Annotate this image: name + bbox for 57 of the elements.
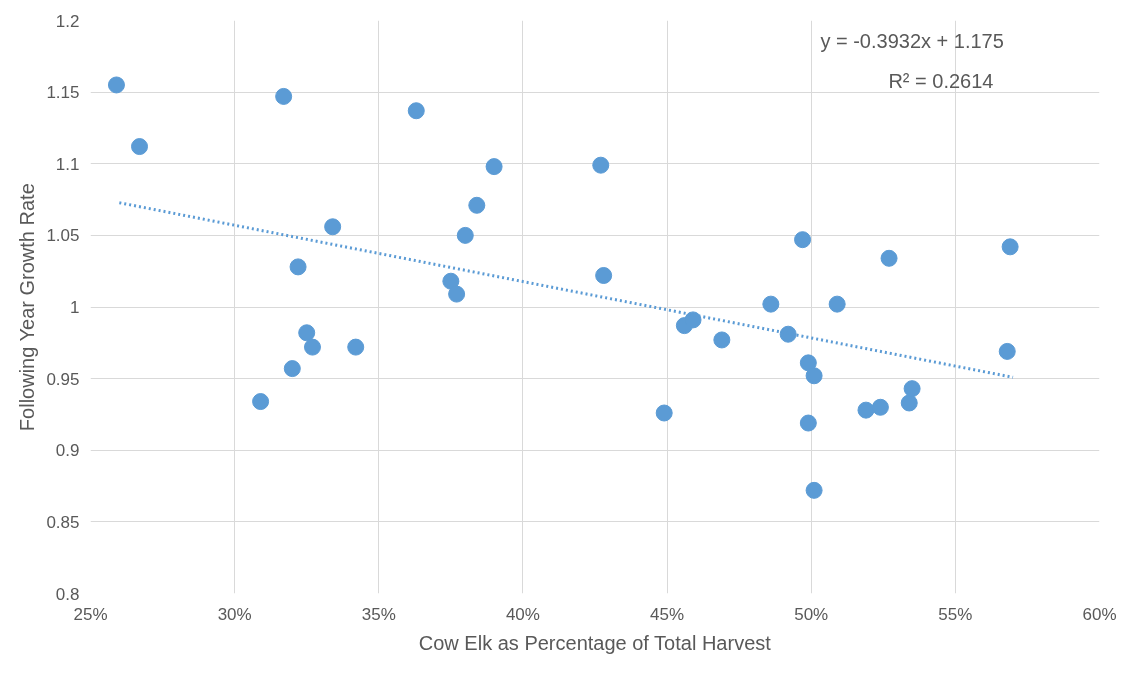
point (283, 360, 301, 378)
x-tick-label: 40% (505, 604, 540, 624)
point (903, 380, 921, 398)
point (442, 272, 460, 290)
y-tick-label: 0.9 (55, 441, 80, 461)
point (448, 285, 466, 303)
point (871, 398, 889, 416)
y-tick-label: 1 (70, 298, 80, 317)
x-tick-label: 45% (650, 604, 685, 624)
y-tick-label: 1.05 (46, 226, 80, 246)
x-tick-label: 50% (794, 604, 829, 624)
point (289, 258, 307, 276)
point (828, 295, 846, 313)
x-tick-label: 60% (1082, 604, 1117, 624)
point (805, 481, 823, 499)
point (252, 393, 270, 411)
point (794, 231, 812, 249)
y-tick-label: 0.95 (46, 369, 80, 389)
point (468, 196, 486, 214)
point (998, 342, 1016, 360)
point (655, 404, 673, 422)
point (324, 218, 342, 236)
point (799, 414, 817, 432)
point (303, 338, 321, 356)
point (857, 401, 875, 419)
point (275, 87, 293, 105)
point (1001, 238, 1019, 256)
point (407, 102, 425, 120)
point (900, 394, 918, 412)
point (713, 331, 731, 349)
point (107, 76, 125, 94)
annotation: y = -0.3932x + 1.175 (820, 30, 1004, 53)
point (298, 324, 316, 342)
x-tick-label: 30% (217, 604, 252, 624)
point (762, 295, 780, 313)
point (592, 156, 610, 174)
point (347, 338, 365, 356)
y-tick-label: 0.8 (55, 584, 80, 604)
point (779, 325, 797, 343)
x-tick-label: 25% (73, 604, 108, 624)
point (684, 311, 702, 329)
point (880, 249, 898, 267)
point (595, 267, 613, 284)
point (485, 158, 503, 176)
y-axis-title: Following Year Growth Rate (16, 183, 39, 432)
x-tick-label: 55% (938, 604, 973, 624)
point (799, 354, 817, 372)
y-tick-label: 1.1 (55, 154, 80, 174)
y-tick-label: 1.15 (46, 83, 80, 103)
point (456, 226, 474, 244)
y-tick-label: 1.2 (55, 11, 80, 31)
annotation: R² = 0.2614 (888, 70, 994, 93)
y-tick-label: 0.85 (46, 512, 80, 532)
x-axis-title: Cow Elk as Percentage of Total Harvest (418, 631, 772, 654)
point (131, 138, 149, 156)
point (805, 367, 823, 385)
x-tick-label: 35% (361, 604, 396, 624)
